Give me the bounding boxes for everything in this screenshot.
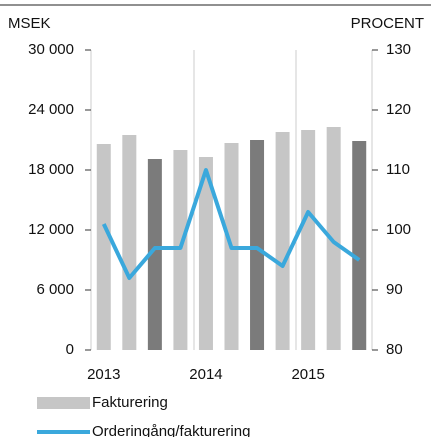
legend-label: Fakturering xyxy=(92,394,168,411)
bar xyxy=(250,140,265,350)
y2-tick-label: 80 xyxy=(386,341,403,358)
bar xyxy=(275,132,290,350)
bar xyxy=(122,135,137,350)
line xyxy=(101,168,361,280)
legend-swatch xyxy=(37,397,90,409)
x-tick-label: 2014 xyxy=(189,366,222,383)
x-tick-label: 2015 xyxy=(291,366,324,383)
legend-label: Orderingång/fakturering xyxy=(92,423,250,437)
y2-tick-label: 110 xyxy=(386,161,410,178)
y-tick-label: 6 000 xyxy=(36,281,74,298)
bar xyxy=(96,144,111,350)
bar xyxy=(301,130,316,350)
bar xyxy=(198,157,213,350)
y-tick-label: 30 000 xyxy=(28,41,74,58)
bar xyxy=(326,127,341,350)
y-tick-label: 18 000 xyxy=(28,161,74,178)
bar xyxy=(352,141,367,350)
y-axis-title: MSEK xyxy=(8,15,51,32)
y2-tick-label: 130 xyxy=(386,41,411,58)
y-tick-label: 24 000 xyxy=(28,101,74,118)
y2-tick-label: 120 xyxy=(386,101,411,118)
y-tick-label: 0 xyxy=(66,341,74,358)
y-tick-label: 12 000 xyxy=(28,221,74,238)
bar xyxy=(147,159,162,350)
y2-tick-label: 90 xyxy=(386,281,403,298)
y2-tick-label: 100 xyxy=(386,221,411,238)
y2-axis-title: PROCENT xyxy=(351,15,424,32)
x-tick-label: 2013 xyxy=(87,366,120,383)
